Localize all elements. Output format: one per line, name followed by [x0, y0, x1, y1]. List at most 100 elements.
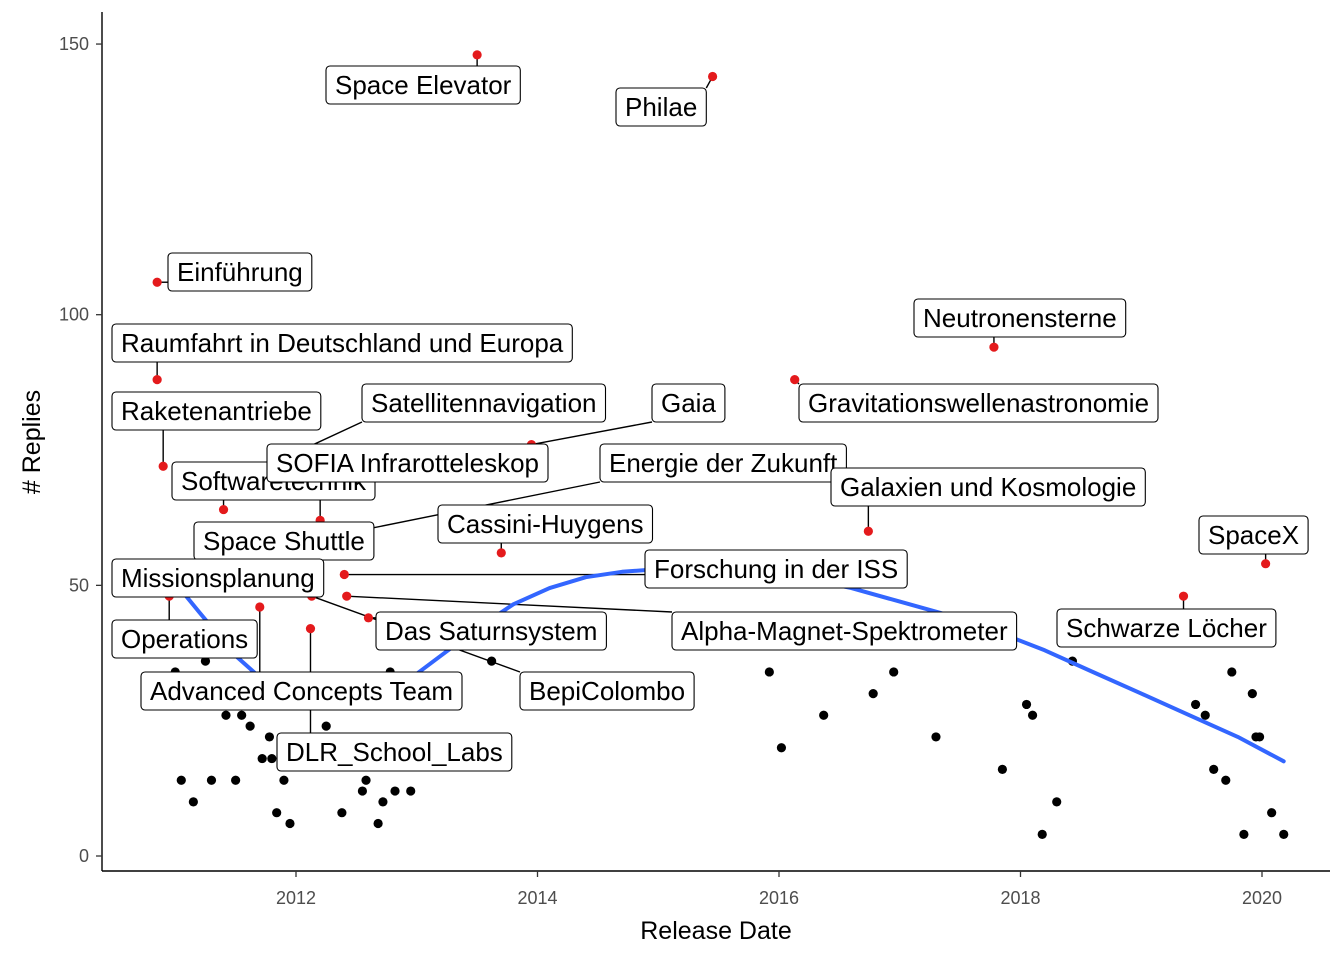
highlighted-point [363, 613, 374, 623]
x-tick-label: 2020 [1242, 888, 1282, 908]
point-label-box [1198, 515, 1309, 555]
point-label-text: Satellitennavigation [371, 388, 597, 418]
point-label-box [140, 671, 463, 711]
point-label-text: Einführung [177, 257, 303, 287]
data-point [1254, 732, 1265, 742]
point-label-box [111, 558, 325, 598]
data-point [321, 721, 331, 731]
data-point [1221, 775, 1231, 785]
y-axis-title: # Replies [18, 390, 46, 494]
smooth-layer [157, 561, 1286, 764]
point-label: Alpha-Magnet-Spektrometer [671, 611, 1018, 651]
x-tick-label: 2014 [517, 888, 557, 908]
y-tick-label: 50 [69, 575, 89, 595]
data-point [237, 710, 247, 720]
data-point [889, 667, 899, 677]
highlighted-point [152, 277, 162, 287]
point-label-box [361, 383, 607, 423]
point-label: Forschung in der ISS [644, 549, 908, 589]
point-label-box [111, 323, 573, 363]
point-label: Cassini-Huygens [437, 504, 654, 544]
point-label-text: Das Saturnsystem [385, 616, 597, 646]
highlighted-point [158, 461, 168, 471]
point-label-box [375, 611, 607, 651]
data-point [1247, 689, 1257, 699]
point-label-text: Space Elevator [335, 70, 512, 100]
data-point [1279, 829, 1289, 839]
data-point [997, 764, 1007, 774]
point-label-box [325, 65, 521, 105]
point-label-text: Cassini-Huygens [447, 509, 644, 539]
data-point [1027, 710, 1038, 720]
highlighted-point [863, 526, 873, 536]
data-point [231, 775, 241, 785]
data-point [188, 797, 198, 807]
data-point [406, 786, 416, 796]
point-label: Advanced Concepts Team [140, 671, 463, 711]
point-label-box [651, 383, 726, 423]
data-point [1209, 764, 1219, 774]
data-point [279, 775, 289, 785]
point-label-text: Raumfahrt in Deutschland und Europa [121, 328, 564, 358]
point-label-text: Philae [625, 92, 697, 122]
highlighted-point [1178, 591, 1189, 601]
point-label: Operations [111, 619, 258, 659]
highlighted-point [790, 375, 800, 385]
point-label: DLR_School_Labs [276, 732, 513, 772]
point-label: Galaxien und Kosmologie [830, 467, 1146, 507]
data-point [264, 732, 275, 742]
x-tick-label: 2012 [276, 888, 316, 908]
ticks-layer: 2012 2014 2016 2018 2020 0 50 100 150 [59, 34, 1282, 908]
data-point [257, 753, 267, 764]
point-label-text: Energie der Zukunft [609, 448, 838, 478]
smooth-trend-line [157, 561, 1286, 764]
data-point [487, 656, 497, 666]
point-label: Gaia [651, 383, 726, 423]
highlighted-point [472, 50, 482, 60]
point-label-box [519, 671, 695, 711]
point-label-text: Gravitationswellenastronomie [808, 388, 1149, 418]
data-point [868, 689, 878, 699]
point-label: Raumfahrt in Deutschland und Europa [111, 323, 573, 363]
point-label-text: Raketenantriebe [121, 396, 312, 426]
highlighted-point [218, 504, 229, 515]
point-label-box [599, 443, 847, 483]
data-point [373, 818, 383, 829]
point-label: Missionsplanung [111, 558, 325, 598]
point-label-box [615, 87, 707, 127]
point-label: Das Saturnsystem [375, 611, 607, 651]
point-label-box [276, 732, 513, 772]
point-label-text: Gaia [661, 388, 716, 418]
highlighted-point [339, 569, 349, 580]
point-label: Raketenantriebe [111, 391, 322, 431]
point-label: Satellitennavigation [361, 383, 607, 423]
point-label-box [830, 467, 1146, 507]
point-label-box [1056, 608, 1277, 648]
data-point [764, 667, 774, 677]
highlighted-point [496, 548, 506, 558]
data-point [357, 786, 368, 796]
data-point [272, 808, 282, 818]
point-label-text: Schwarze Löcher [1066, 613, 1267, 643]
point-label-box [167, 252, 313, 292]
data-point [1227, 667, 1237, 677]
y-tick-label: 150 [59, 34, 89, 54]
data-point [1267, 808, 1277, 818]
y-tick-label: 0 [79, 846, 89, 866]
point-label-text: BepiColombo [529, 676, 685, 706]
point-label-text: DLR_School_Labs [286, 737, 503, 767]
point-label-text: Galaxien und Kosmologie [840, 472, 1136, 502]
data-point [1037, 829, 1047, 839]
point-label-box [798, 383, 1159, 423]
point-label-text: Advanced Concepts Team [150, 676, 453, 706]
data-point [361, 775, 371, 785]
point-label: BepiColombo [519, 671, 695, 711]
point-label: Space Elevator [325, 65, 521, 105]
data-point [390, 786, 400, 796]
point-label-text: Missionsplanung [121, 563, 315, 593]
point-label-text: SpaceX [1208, 520, 1299, 550]
point-label-box [266, 443, 549, 483]
data-point [378, 797, 388, 807]
point-label-box [111, 391, 322, 431]
